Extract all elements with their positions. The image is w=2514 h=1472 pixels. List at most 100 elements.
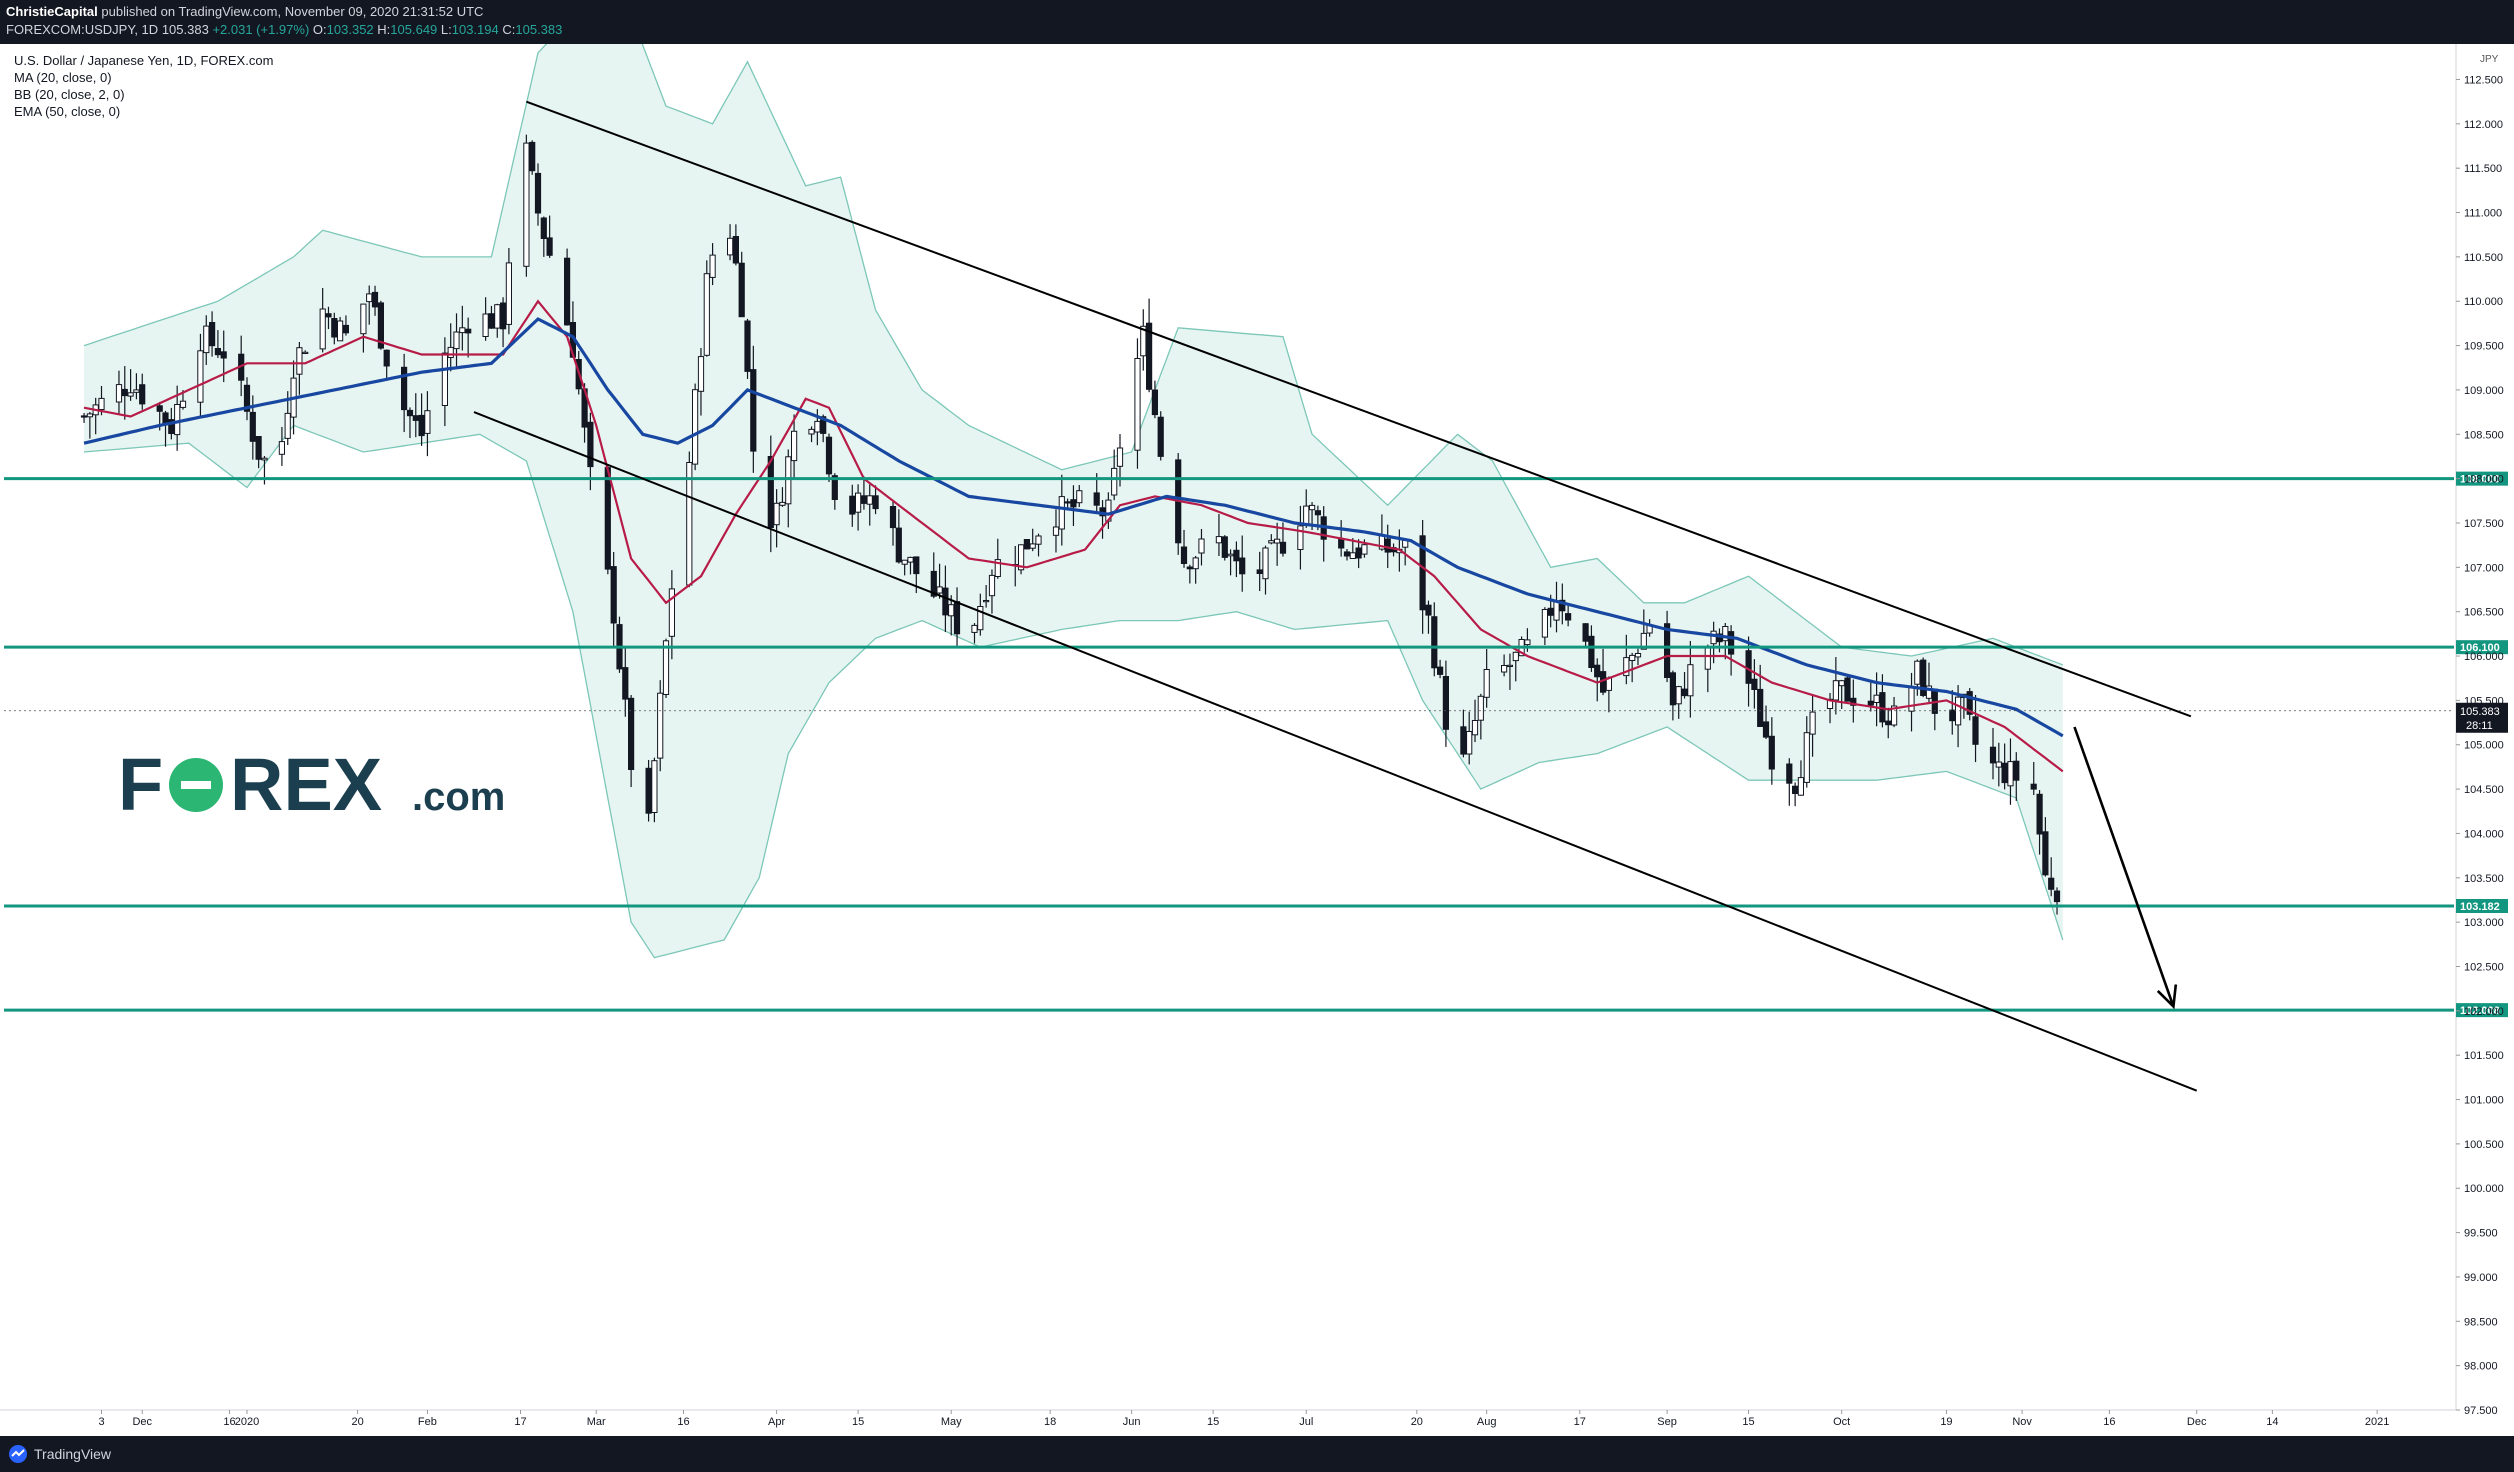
time-tick-label: 2021 [2365,1416,2389,1428]
price-tick-label: 102.000 [2464,1006,2504,1018]
time-tick-label: 20 [351,1416,363,1428]
price-tick-label: 110.500 [2464,252,2503,264]
candle-body [418,414,425,437]
candle-body [156,405,163,412]
candle-body [447,346,454,358]
ema50-line [83,317,2064,738]
candle-body [296,347,303,375]
legend-bb[interactable]: BB (20, close, 2, 0) [14,87,125,102]
tradingview-brand[interactable]: TradingView [34,1446,112,1462]
price-tick-label: 107.000 [2464,562,2504,574]
time-tick-label: Apr [768,1416,785,1428]
price-chart[interactable]: F O REX .com 108.000 106.100 103.182 102.00… [0,44,2514,1436]
candle-body [1471,720,1479,736]
candle-body [703,273,710,356]
candle-body [1989,746,1997,764]
time-tick-label: 15 [852,1416,864,1428]
candle-body [529,141,536,172]
price-tick-label: 111.500 [2464,163,2502,175]
level-label: 103.182 [2460,901,2500,913]
candle-body [1506,664,1514,667]
time-tick-label: Feb [418,1416,437,1428]
candle-body [2001,762,2008,784]
candle-body [1867,700,1874,706]
candle-body [214,348,222,356]
candle-body [628,697,635,770]
candle-body [977,606,984,631]
legend-ma[interactable]: MA (20, close, 0) [14,70,112,85]
candle-body [1634,653,1642,658]
candle-body [2036,793,2043,835]
price-tick-label: 108.500 [2464,429,2504,441]
time-tick-label: 20 [1411,1416,1423,1428]
time-tick-label: Dec [132,1416,152,1428]
candle-body [662,640,670,695]
candle-body [971,624,978,633]
candle-body [261,457,268,461]
candle-body [1198,538,1205,554]
price-tick-label: 111.000 [2464,208,2502,220]
candle-body [383,349,390,367]
price-tick-label: 102.500 [2464,961,2504,973]
candle-body [831,475,838,501]
candle-body [371,291,379,308]
candle-body [825,436,833,475]
candle-body [494,304,501,329]
candle-body [732,236,739,264]
candle-body [1442,676,1450,730]
level-label: 102.008 [2460,1005,2500,1017]
candle-body [1134,358,1141,451]
candle-body [302,351,309,354]
candle-body [220,351,227,359]
close-label: C: [502,22,516,37]
candle-body [505,262,512,325]
publish-line: ChristieCapital published on TradingView… [6,4,483,19]
time-tick-label: Nov [2012,1416,2032,1428]
candle-body [988,574,996,597]
tradingview-icon[interactable] [8,1444,28,1464]
time-tick-label: May [941,1416,962,1428]
trend-line [473,411,2198,1092]
trend-line [526,100,2192,718]
candle-body [1885,720,1892,726]
candle-body [814,420,821,433]
candle-body [284,412,291,439]
candle-body [366,293,373,303]
candle-body [697,356,705,392]
candle-body [1233,549,1240,562]
candle-body [1262,547,1269,580]
candle-body [2030,783,2037,790]
price-tick-label: 98.000 [2464,1361,2498,1373]
candle-body [1215,536,1223,544]
candle-body [1029,543,1036,549]
candle-body [412,415,419,421]
candle-body [1052,526,1060,536]
open-value: 103.352 [326,22,374,37]
candle-body [1995,761,2002,768]
logo-letters-rex: REX [230,743,382,826]
candle-body [377,302,384,349]
candle-body [2042,831,2049,876]
candle-body [1757,688,1764,728]
candle-body [1309,504,1316,511]
time-tick-label: 3 [98,1416,104,1428]
candle-body [1920,659,1927,696]
candle-body [459,327,466,334]
candle-body [1832,680,1840,701]
time-tick-label: Oct [1833,1416,1850,1428]
candle-body [133,389,140,393]
legend-ema[interactable]: EMA (50, close, 0) [14,104,121,119]
time-tick-label: 16 [223,1416,235,1428]
author-name[interactable]: ChristieCapital [6,4,98,19]
candle-body [779,501,786,506]
candle-body [1018,544,1025,571]
candle-body [953,601,961,635]
candle-body [895,527,902,563]
candle-body [1501,665,1508,673]
candle-body [1384,538,1391,553]
candle-body [98,397,105,410]
candle-body [1419,535,1426,611]
candle-body [179,400,187,408]
candle-body [1675,686,1682,705]
candle-body [1227,553,1234,557]
